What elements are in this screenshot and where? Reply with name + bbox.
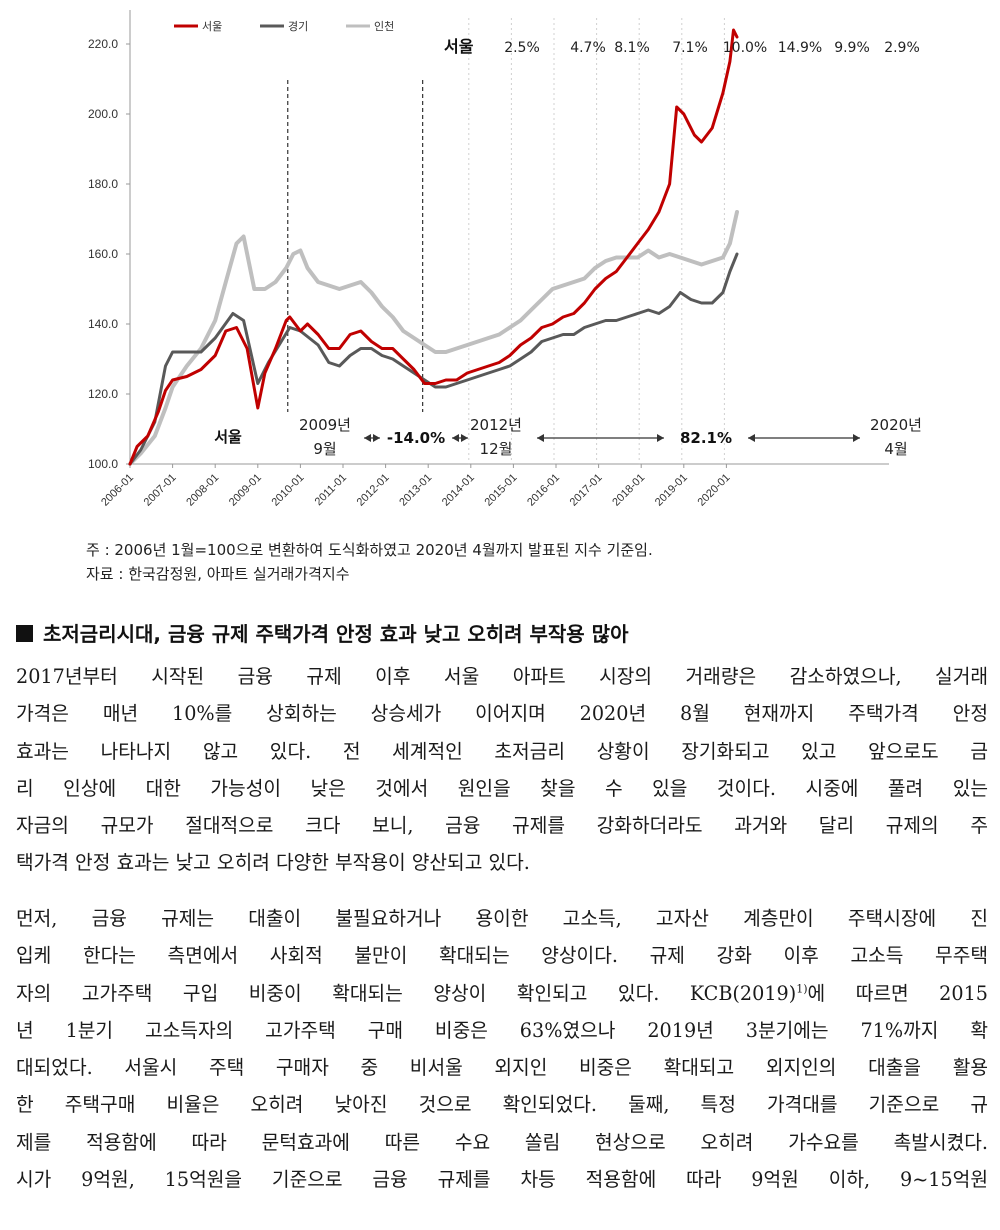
paragraph-line: 자금의 규모가 절대적으로 크다 보니, 금융 규제를 강화하더라도 과거와 달… <box>16 814 988 838</box>
paragraph-line: 년 1분기 고소득자의 고가주택 구매 비중은 63%였으나 2019년 3분기… <box>16 1018 988 1042</box>
x-tick-label: 2019-01 <box>653 472 690 509</box>
paragraph-line: 가격은 매년 10%를 상회하는 상승세가 이어지며 2020년 8월 현재까지… <box>16 702 988 726</box>
paragraph-1: 2017년부터 시작된 금융 규제 이후 서울 아파트 시장의 거래량은 감소하… <box>16 658 988 882</box>
series-line-1 <box>128 252 739 466</box>
marker2-year: 2012년 <box>470 416 522 434</box>
footnote-marker[interactable]: 1) <box>796 982 808 996</box>
x-tick-label: 2018-01 <box>610 472 647 509</box>
paragraph-line: 입케 한다는 측면에서 사회적 불만이 확대되는 양상이다. 규제 강화 이후 … <box>16 944 988 968</box>
x-tick-label: 2007-01 <box>142 472 179 509</box>
square-bullet-icon <box>16 625 33 642</box>
x-tick-label: 2008-01 <box>184 472 221 509</box>
x-tick-label: 2009-01 <box>227 472 264 509</box>
paragraph-line: 리 인상에 대한 가능성이 낮은 것에서 원인을 찾을 수 있을 것이다. 시중… <box>16 776 988 800</box>
x-tick-label: 2017-01 <box>568 472 605 509</box>
chart-source: 자료 : 한국감정원, 아파트 실거래가격지수 <box>86 565 350 583</box>
x-tick-label: 2013-01 <box>397 472 434 509</box>
x-tick-label: 2006-01 <box>99 472 136 509</box>
series-line-0 <box>128 28 739 466</box>
paragraph-2: 먼저, 금융 규제는 대출이 불필요하거나 용이한 고소득, 고자산 계층만이 … <box>16 900 988 1198</box>
bottom-series-label: 서울 <box>214 428 242 446</box>
annual-rate-label: 14.9% <box>778 40 822 56</box>
chart-notes: 주 : 2006년 1월=100으로 변환하여 도식화하였고 2020년 4월까… <box>86 538 653 586</box>
change2-arrow-right-head-right <box>853 434 860 442</box>
marker3-year: 2020년 <box>870 416 922 434</box>
annual-rate-label: 4.7% <box>570 40 606 56</box>
marker2-month: 12월 <box>480 440 513 458</box>
x-tick-label: 2010-01 <box>269 472 306 509</box>
x-tick-label: 2015-01 <box>482 472 519 509</box>
paragraph-line: 제를 적용함에 따라 문턱효과에 따른 수요 쏠림 현상으로 오히려 가수요를 … <box>16 1130 988 1154</box>
annual-rate-label: 9.9% <box>834 40 870 56</box>
marker3-month: 4월 <box>884 440 907 458</box>
y-tick-label: 220.0 <box>88 37 118 51</box>
y-tick-label: 140.0 <box>88 317 118 331</box>
y-tick-label: 120.0 <box>88 387 118 401</box>
paragraph-line-start: 자의 고가주택 구입 비중이 확대되는 양상이 확인되고 있다. KCB(201… <box>16 981 797 1005</box>
y-tick-label: 100.0 <box>88 457 118 471</box>
rate-row-label: 서울 <box>444 37 474 56</box>
paragraph-line: 택가격 안정 효과는 낮고 오히려 다양한 부작용이 양산되고 있다. <box>16 851 530 875</box>
change1-arrow-left-head-right <box>373 434 380 442</box>
legend-label: 인천 <box>374 19 394 33</box>
annual-rate-label: 2.9% <box>884 40 920 56</box>
x-tick-label: 2011-01 <box>313 472 349 508</box>
y-tick-label: 160.0 <box>88 247 118 261</box>
change1-label: -14.0% <box>387 429 445 447</box>
annual-rate-label: 10.0% <box>723 40 767 56</box>
annual-rate-label: 2.5% <box>504 40 540 56</box>
legend-label: 서울 <box>202 20 222 33</box>
y-tick-label: 200.0 <box>88 107 118 121</box>
legend-label: 경기 <box>288 20 308 33</box>
marker1-year: 2009년 <box>299 416 351 434</box>
y-tick-label: 180.0 <box>88 177 118 191</box>
change1-arrow-left-head-left <box>364 434 371 442</box>
x-tick-label: 2020-01 <box>695 472 732 509</box>
paragraph-line-tail: 에 따르면 2015 <box>807 981 988 1005</box>
paragraph-line: 대되었다. 서울시 주택 구매자 중 비서울 외지인 비중은 확대되고 외지인의… <box>16 1056 988 1080</box>
annual-rate-label: 7.1% <box>672 40 708 56</box>
chart-area: 100.0 120.0 140.0 160.0 180.0 200.0 220.0 2006-… <box>0 0 1000 530</box>
change2-arrow-left-head-right <box>657 434 664 442</box>
paragraph-line: 시가 9억원, 15억원을 기준으로 금융 규제를 차등 적용함에 따라 9억원… <box>16 1168 988 1192</box>
x-tick-label: 2016-01 <box>525 472 562 509</box>
change1-arrow-right-head-right <box>461 434 468 442</box>
annual-rate-label: 8.1% <box>614 40 650 56</box>
paragraph-line: 효과는 나타나지 않고 있다. 전 세계적인 초저금리 상황이 장기화되고 있고… <box>16 739 988 763</box>
section-heading: 초저금리시대, 금융 규제 주택가격 안정 효과 낮고 오히려 부작용 많아 <box>16 618 628 647</box>
change1-arrow-right-head-left <box>452 434 459 442</box>
change2-arrow-left-head-left <box>537 434 544 442</box>
series-line-2 <box>128 210 739 466</box>
section-heading-text: 초저금리시대, 금융 규제 주택가격 안정 효과 낮고 오히려 부작용 많아 <box>43 622 629 646</box>
change2-arrow-right-head-left <box>748 434 755 442</box>
x-tick-label: 2012-01 <box>355 472 392 509</box>
paragraph-line: 먼저, 금융 규제는 대출이 불필요하거나 용이한 고소득, 고자산 계층만이 … <box>16 907 988 930</box>
paragraph-line: 2017년부터 시작된 금융 규제 이후 서울 아파트 시장의 거래량은 감소하… <box>16 665 988 688</box>
x-tick-label: 2014-01 <box>440 472 477 509</box>
chart-note: 주 : 2006년 1월=100으로 변환하여 도식화하였고 2020년 4월까… <box>86 541 653 559</box>
marker1-month: 9월 <box>313 440 336 458</box>
change2-label: 82.1% <box>680 429 732 447</box>
paragraph-line-with-footnote: 자의 고가주택 구입 비중이 확대되는 양상이 확인되고 있다. KCB(201… <box>16 975 988 1012</box>
line-chart: 100.0 120.0 140.0 160.0 180.0 200.0 220.0 2006-… <box>88 10 922 509</box>
paragraph-line: 한 주택구매 비율은 오히려 낮아진 것으로 확인되었다. 둘째, 특정 가격대… <box>16 1093 988 1117</box>
